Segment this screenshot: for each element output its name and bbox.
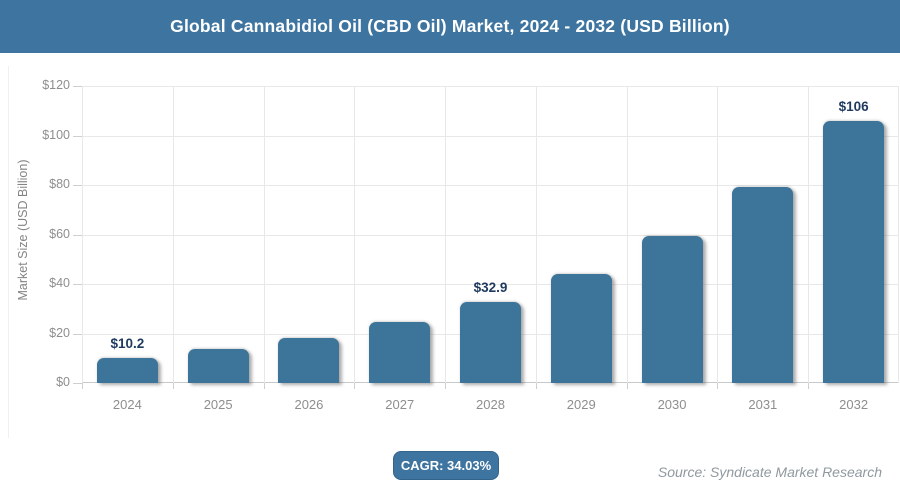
bar-2024 [96,357,158,383]
x-tick-label: 2024 [112,397,142,412]
gridline-y [82,185,899,186]
gridline-x [445,86,447,383]
x-tick-label: 2025 [203,397,233,412]
bar-2031 [732,186,794,383]
y-tick-label: $0 [56,375,70,389]
gridline-x [898,86,899,383]
gridline-y [82,86,899,87]
y-tick-label: $60 [49,226,70,241]
x-tick-mark [263,383,265,389]
figure-left-edge [8,66,9,438]
bar-2029 [550,273,612,383]
x-tick-label: 2027 [385,397,415,412]
x-tick-label: 2031 [748,397,778,412]
y-tick-label: $80 [49,177,70,191]
bar-value-label: $106 [838,98,869,114]
y-tick-mark [73,86,82,87]
x-tick-label: 2030 [657,397,687,412]
x-tick-mark [445,383,447,389]
x-tick-mark [82,383,83,389]
gridline-x [808,86,810,383]
gridline-y [82,284,899,285]
bar-2032 [823,120,885,383]
y-tick-label: $20 [49,325,70,340]
y-tick-mark [73,333,82,335]
x-tick-mark [535,383,537,389]
source-credit: Source: Syndicate Market Research [657,464,882,480]
cagr-badge: CAGR: 34.03% [393,451,499,480]
x-tick-mark [626,383,628,389]
bar-value-label: $10.2 [110,335,145,351]
y-tick-mark [73,383,82,384]
x-tick-mark [808,383,810,389]
bar-value-label: $32.9 [473,279,508,295]
plot-area: $10.2 $32.9 $106 [82,86,899,389]
y-tick-label: $120 [42,78,70,92]
chart-title-bar: Global Cannabidiol Oil (CBD Oil) Market,… [0,0,900,53]
gridline-x [82,86,83,383]
gridline-x [626,86,628,383]
gridline-x [263,86,265,383]
y-tick-mark [73,185,82,186]
gridline-x [354,86,356,383]
y-tick-mark [73,135,82,137]
bar-2026 [278,337,340,383]
y-tick-label: $100 [42,127,70,142]
bar-2028 [460,301,521,383]
x-tick-label: 2032 [839,397,869,412]
x-tick-label: 2026 [294,397,324,412]
y-tick-label: $40 [49,276,70,290]
x-tick-mark [172,383,174,389]
gridline-y [82,234,899,236]
gridline-y [82,135,899,137]
gridline-x [172,86,174,383]
y-tick-mark [73,284,82,285]
x-tick-mark [717,383,719,389]
x-tick-label: 2028 [476,397,505,412]
x-tick-mark [354,383,356,389]
bar-2027 [369,322,431,383]
gridline-x [717,86,719,383]
chart-title: Global Cannabidiol Oil (CBD Oil) Market,… [170,16,730,36]
bar-2030 [641,236,703,383]
y-tick-mark [73,234,82,236]
x-tick-label: 2029 [566,397,596,412]
bar-2025 [187,349,249,383]
gridline-x [535,86,537,383]
